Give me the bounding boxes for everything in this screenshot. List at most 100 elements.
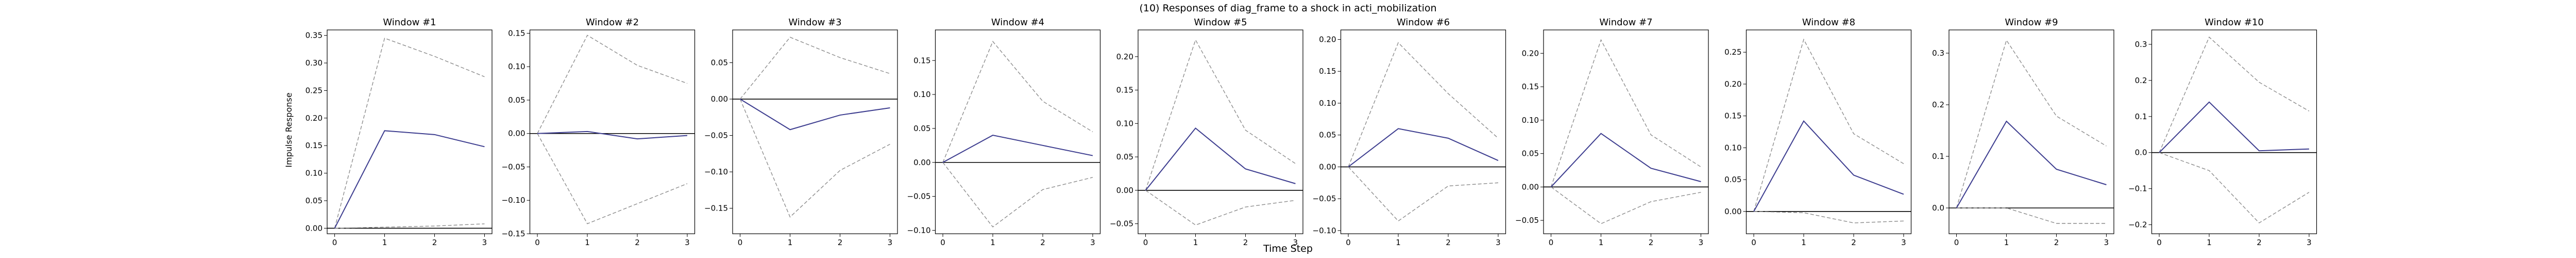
x-tick-label: 0 xyxy=(1751,238,1756,247)
upper-band-line xyxy=(1550,39,1701,187)
irf-line xyxy=(1753,120,1904,212)
x-tick-label: 3 xyxy=(1699,238,1704,247)
upper-band-line xyxy=(1348,42,1499,167)
y-tick-label: −0.05 xyxy=(907,192,931,201)
axes-frame xyxy=(529,29,696,234)
x-tick-label: 1 xyxy=(1801,238,1806,247)
lower-band-line xyxy=(1551,186,1701,224)
panel-window-9: Window #9 0 1 2 3 0.0 0.1 0.2 0.3 xyxy=(1932,17,2114,247)
x-tick-label: 3 xyxy=(1090,238,1095,247)
lower-band-line xyxy=(739,99,890,218)
x-tick-label: 1 xyxy=(382,238,387,247)
axes-frame xyxy=(1138,29,1303,234)
x-tick-label: 3 xyxy=(1901,238,1906,247)
panel-window-7: Window #7 0 1 2 3 −0.05 0.00 0.05 0.10 0.15 0.20 xyxy=(1515,17,1709,247)
lower-band-line xyxy=(1956,207,2107,224)
axes-frame xyxy=(935,29,1101,234)
y-tick-label: −0.10 xyxy=(1313,226,1336,235)
y-tick-label: 0.1 xyxy=(2135,112,2147,121)
irf-line xyxy=(1348,128,1499,168)
panel-title: Window #9 xyxy=(2005,17,2058,28)
y-tick-label: 0.0 xyxy=(1932,203,1944,213)
panel-title: Window #5 xyxy=(1194,17,1247,28)
lower-band-line xyxy=(1754,211,1904,223)
x-tick-label: 1 xyxy=(788,238,793,247)
y-tick-label: 0.2 xyxy=(1932,100,1944,109)
y-tick-label: −0.10 xyxy=(907,225,931,235)
y-tick-label: 0.3 xyxy=(2135,40,2147,49)
x-tick-label: 1 xyxy=(585,238,590,247)
y-tick-label: −0.10 xyxy=(502,196,526,205)
axes-frame xyxy=(1340,29,1506,234)
x-tick-label: 2 xyxy=(838,238,843,247)
y-tick-label: 0.00 xyxy=(1319,162,1336,171)
y-tick-label: 0.00 xyxy=(913,158,930,167)
x-tick-label: 1 xyxy=(2207,238,2212,247)
y-tick-label: −0.10 xyxy=(704,167,728,176)
panel-window-4: Window #4 0 1 2 3 −0.10 −0.05 0.00 0.05 0.10 0.15 xyxy=(907,17,1101,247)
y-tick-label: −0.05 xyxy=(1515,216,1539,225)
x-tick-label: 0 xyxy=(1346,238,1351,247)
x-tick-label: 1 xyxy=(1599,238,1604,247)
x-tick-label: 2 xyxy=(2054,238,2059,247)
y-tick-label: 0.20 xyxy=(1522,49,1539,58)
figure-ylabel: Impulse Response xyxy=(284,92,294,167)
x-tick-label: 2 xyxy=(1649,238,1654,247)
axes-frame xyxy=(732,29,898,234)
y-tick-label: 0.15 xyxy=(1522,82,1539,91)
y-tick-label: 0.05 xyxy=(508,95,525,105)
y-tick-label: −0.05 xyxy=(1110,219,1133,229)
y-tick-label: 0.00 xyxy=(1522,182,1539,191)
panel-window-8: Window #8 0 1 2 3 0.00 0.05 0.10 0.15 0.20 0.25 xyxy=(1724,17,1912,247)
upper-band-line xyxy=(942,41,1093,163)
panel-title: Window #10 xyxy=(2205,17,2264,28)
panels: Window #10 1 2 30.000.050.100.150.200.250.3… xyxy=(306,17,2317,247)
axes-frame xyxy=(1948,29,2114,234)
y-tick-label: 0.10 xyxy=(1724,143,1741,152)
x-tick-label: 3 xyxy=(2307,238,2312,247)
x-tick-label: 2 xyxy=(2257,238,2262,247)
y-tick-label: −0.15 xyxy=(502,229,526,238)
y-tick-label: 0.05 xyxy=(306,196,323,205)
x-tick-label: 0 xyxy=(940,238,945,247)
upper-band-line xyxy=(740,37,890,100)
irf-line xyxy=(2159,101,2309,153)
irf-line xyxy=(942,135,1093,163)
y-tick-label: 0.00 xyxy=(1116,186,1133,195)
panel-title: Window #3 xyxy=(788,17,841,28)
y-tick-label: 0.20 xyxy=(1319,35,1336,44)
y-tick-label: 0.15 xyxy=(306,141,323,150)
y-tick-label: 0.20 xyxy=(1724,79,1741,89)
y-tick-label: 0.00 xyxy=(1724,207,1741,216)
x-tick-label: 0 xyxy=(1954,238,1959,247)
y-tick-label: −0.1 xyxy=(2128,184,2147,194)
axes-frame xyxy=(327,29,493,234)
x-tick-label: 1 xyxy=(1396,238,1401,247)
irf-line xyxy=(740,99,890,131)
y-tick-label: 0.00 xyxy=(508,129,525,138)
lower-band-line xyxy=(942,162,1093,228)
y-tick-label: 0.00 xyxy=(306,223,323,233)
y-tick-label: 0.0 xyxy=(2135,148,2147,157)
y-tick-label: −0.05 xyxy=(1313,194,1336,203)
y-tick-label: 0.15 xyxy=(1319,67,1336,76)
x-tick-label: 0 xyxy=(1143,238,1148,247)
y-tick-label: 0.3 xyxy=(1932,49,1944,58)
x-tick-label: 0 xyxy=(738,238,743,247)
y-tick-label: 0.15 xyxy=(1116,86,1133,95)
irf-line xyxy=(1550,133,1701,188)
panel-window-5: Window #5 0 1 2 3 −0.05 0.00 0.05 0.10 0.15 0.20 xyxy=(1110,17,1303,247)
upper-band-line xyxy=(2159,36,2310,153)
panel-window-3: Window #3 0 1 2 3 −0.15 −0.10 −0.05 0.00 0.05 xyxy=(704,17,898,247)
y-tick-label: 0.05 xyxy=(711,58,728,67)
y-tick-label: 0.10 xyxy=(913,90,930,99)
y-tick-label: 0.00 xyxy=(711,94,728,104)
axes-frame xyxy=(1543,29,1709,234)
y-tick-label: 0.20 xyxy=(306,114,323,123)
irf-line xyxy=(1956,120,2107,208)
x-tick-label: 0 xyxy=(1549,238,1554,247)
panel-title: Window #8 xyxy=(1802,17,1855,28)
panel-window-1: Window #1 0 1 2 3 0.00 0.05 0.10 0.15 0.20 0.25 0.3… xyxy=(306,17,493,247)
upper-band-line xyxy=(1145,39,1296,191)
